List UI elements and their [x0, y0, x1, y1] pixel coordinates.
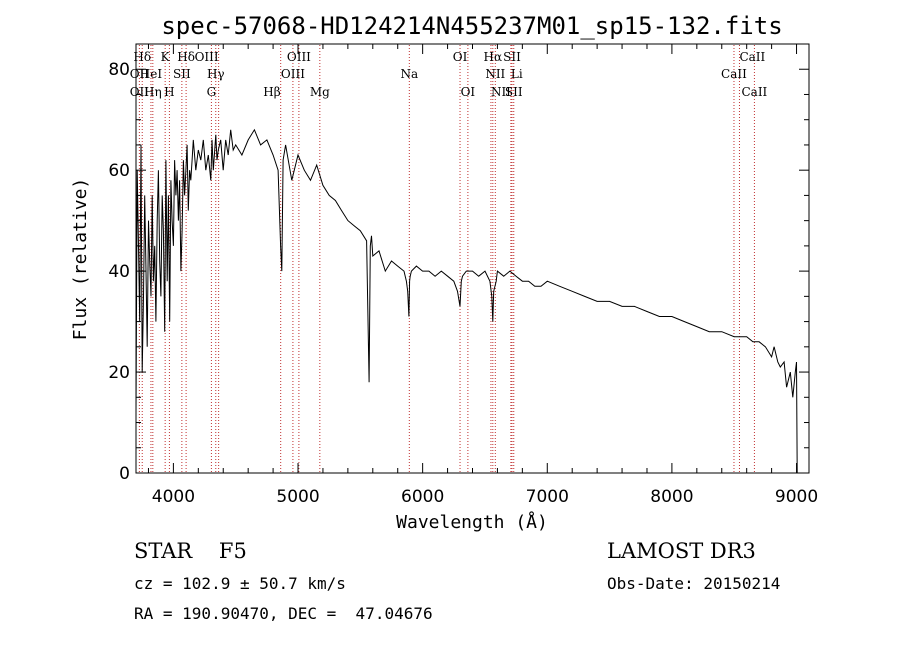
line-label-1: K: [161, 50, 171, 64]
line-label-23: Mg: [310, 85, 330, 99]
line-label-3: OIII: [195, 50, 219, 64]
line-label-11: SII: [173, 67, 191, 81]
object-class-text: STAR F5: [134, 539, 247, 563]
line-label-21: G: [207, 85, 217, 99]
line-label-20: H: [164, 85, 174, 99]
y-tick-label: 60: [108, 161, 130, 181]
spectral-line-markers: [138, 45, 755, 472]
y-axis-label: Flux (relative): [70, 178, 91, 341]
chart-title: spec-57068-HD124214N455237M01_sp15-132.f…: [161, 12, 782, 40]
line-label-17: CaII: [721, 67, 747, 81]
x-tick-label: 8000: [650, 487, 693, 507]
y-tick-label: 40: [108, 262, 130, 282]
line-label-27: CaII: [741, 85, 767, 99]
y-axis-ticks: 0 20 40 60 80: [108, 60, 809, 484]
line-label-10: HeI: [140, 67, 163, 81]
line-label-13: OIII: [281, 67, 305, 81]
line-label-9: OII: [130, 67, 150, 81]
plot-frame: [135, 43, 810, 474]
line-label-19: Hη: [144, 85, 162, 99]
line-label-4: OIII: [287, 50, 311, 64]
x-axis-ticks: 4000 5000 6000 7000 8000 9000: [147, 44, 818, 507]
x-tick-label: 6000: [401, 487, 444, 507]
x-tick-label: 9000: [775, 487, 818, 507]
line-label-26: SII: [505, 85, 523, 99]
x-tick-label: 4000: [152, 487, 195, 507]
survey-name-text: LAMOST DR3: [607, 539, 756, 563]
line-label-8: CaII: [739, 50, 765, 64]
y-tick-label: 0: [119, 464, 130, 484]
coordinates-text: RA = 190.90470, DEC = 47.04676: [134, 604, 433, 623]
line-label-22: Hβ: [263, 85, 280, 99]
x-tick-label: 7000: [526, 487, 569, 507]
line-label-25: NII: [491, 85, 511, 99]
x-axis-label: Wavelength (Å): [396, 511, 548, 533]
y-tick-label: 80: [108, 60, 130, 80]
line-label-7: SII: [503, 50, 521, 64]
line-label-16: Li: [511, 67, 523, 81]
line-label-0: Hδ: [133, 50, 151, 64]
obs-date-text: Obs-Date: 20150214: [607, 574, 781, 593]
x-tick-label: 5000: [276, 487, 319, 507]
line-label-6: Hα: [484, 50, 503, 64]
redshift-text: cz = 102.9 ± 50.7 km/s: [134, 574, 346, 593]
line-label-15: NII: [485, 67, 505, 81]
line-label-5: OI: [453, 50, 468, 64]
line-label-2: Hδ: [177, 50, 195, 64]
line-label-24: OI: [461, 85, 476, 99]
line-label-12: Hγ: [207, 67, 225, 81]
flux-series-line: [135, 128, 798, 474]
line-label-14: Na: [400, 67, 418, 81]
y-tick-label: 20: [108, 363, 130, 383]
line-label-18: OII: [130, 85, 150, 99]
